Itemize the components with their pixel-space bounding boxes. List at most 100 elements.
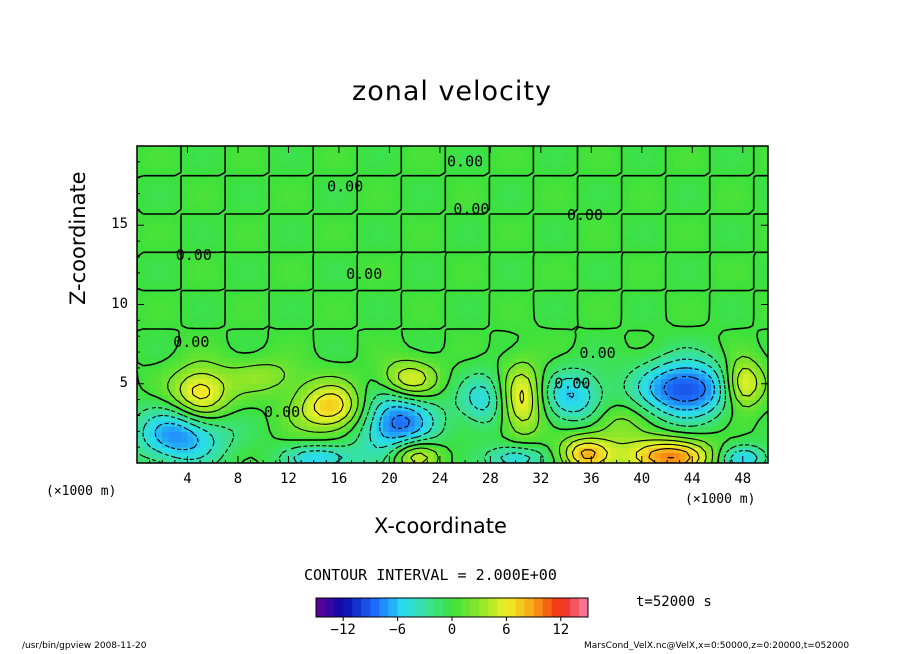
- field-cell: [332, 209, 340, 216]
- field-cell: [654, 315, 662, 321]
- field-cell: [458, 272, 466, 279]
- field-cell: [585, 283, 592, 290]
- field-cell: [383, 441, 390, 448]
- field-cell: [509, 383, 517, 390]
- field-cell: [389, 357, 397, 364]
- field-cell: [256, 420, 264, 427]
- field-cell: [742, 262, 750, 269]
- field-cell: [711, 241, 719, 247]
- field-cell: [585, 383, 592, 390]
- field-cell: [578, 441, 586, 448]
- field-cell: [269, 304, 277, 311]
- field-cell: [528, 373, 536, 380]
- field-cell: [761, 441, 768, 448]
- field-cell: [490, 457, 498, 463]
- field-cell: [660, 299, 668, 306]
- field-cell: [149, 336, 157, 343]
- field-cell: [452, 336, 460, 343]
- field-cell: [477, 246, 485, 253]
- field-cell: [225, 447, 233, 454]
- field-cell: [149, 357, 157, 364]
- field-cell: [307, 431, 315, 438]
- field-cell: [515, 219, 523, 226]
- field-cell: [269, 204, 277, 210]
- field-cell: [641, 378, 649, 385]
- field-cell: [578, 404, 586, 411]
- field-cell: [603, 420, 611, 427]
- field-cell: [509, 230, 517, 237]
- field-cell: [212, 330, 220, 337]
- field-cell: [402, 330, 409, 337]
- field-cell: [402, 272, 409, 279]
- field-cell: [307, 320, 315, 327]
- field-cell: [603, 336, 611, 343]
- field-cell: [515, 457, 523, 463]
- field-cell: [275, 357, 283, 364]
- field-cell: [730, 431, 738, 438]
- field-cell: [181, 441, 189, 448]
- field-cell: [256, 415, 264, 422]
- field-cell: [616, 415, 624, 422]
- field-cell: [301, 441, 308, 448]
- field-cell: [635, 198, 643, 205]
- field-cell: [433, 272, 441, 279]
- field-cell: [370, 219, 378, 226]
- field-cell: [433, 357, 441, 364]
- field-cell: [711, 209, 719, 216]
- field-cell: [509, 426, 517, 432]
- field-cell: [149, 225, 157, 232]
- field-cell: [433, 457, 441, 463]
- field-cell: [673, 426, 681, 432]
- field-cell: [332, 225, 340, 232]
- field-cell: [143, 235, 151, 242]
- field-cell: [263, 246, 271, 253]
- field-cell: [603, 452, 611, 459]
- field-cell: [219, 352, 226, 358]
- field-cell: [742, 209, 750, 216]
- field-cell: [383, 262, 390, 269]
- field-cell: [395, 278, 403, 284]
- field-cell: [414, 410, 422, 417]
- field-cell: [749, 225, 756, 232]
- field-cell: [528, 367, 536, 374]
- field-cell: [553, 246, 561, 253]
- field-cell: [540, 209, 548, 216]
- field-cell: [502, 219, 510, 226]
- field-cell: [250, 367, 258, 374]
- field-cell: [332, 415, 340, 422]
- field-cell: [704, 426, 712, 432]
- field-cell: [572, 431, 580, 438]
- field-cell: [376, 241, 384, 247]
- field-cell: [294, 394, 302, 401]
- field-cell: [641, 288, 649, 295]
- field-cell: [307, 278, 315, 284]
- field-cell: [263, 315, 271, 321]
- field-cell: [446, 320, 454, 327]
- field-cell: [137, 278, 144, 284]
- field-cell: [376, 214, 384, 221]
- field-cell: [187, 378, 195, 385]
- field-cell: [534, 198, 542, 205]
- field-cell: [654, 452, 662, 459]
- field-cell: [193, 357, 201, 364]
- field-cell: [256, 378, 264, 385]
- field-cell: [149, 299, 157, 306]
- field-cell: [559, 214, 567, 221]
- field-cell: [723, 357, 731, 364]
- field-cell: [282, 415, 290, 422]
- field-cell: [414, 241, 422, 247]
- field-cell: [540, 431, 548, 438]
- field-cell: [477, 457, 485, 463]
- field-cell: [723, 325, 731, 332]
- field-cell: [698, 341, 706, 348]
- field-cell: [427, 367, 435, 374]
- field-cell: [679, 415, 687, 422]
- field-cell: [231, 309, 239, 316]
- field-cell: [679, 204, 687, 210]
- field-cell: [597, 309, 605, 316]
- field-cell: [578, 389, 586, 395]
- field-cell: [420, 309, 428, 316]
- field-cell: [326, 426, 334, 432]
- field-cell: [301, 367, 308, 374]
- field-cell: [635, 336, 643, 343]
